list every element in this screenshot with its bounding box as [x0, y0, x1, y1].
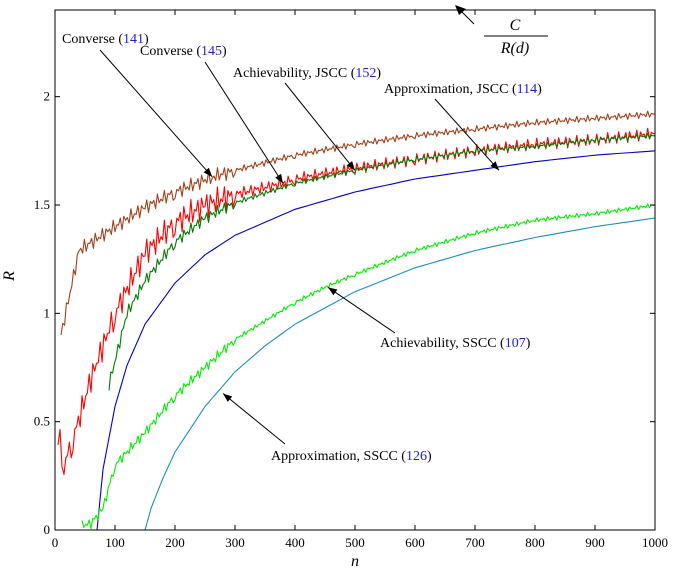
- annotation-label: Converse (141): [62, 32, 149, 47]
- annotation-arrow: [327, 286, 396, 334]
- annotation-label-ref[interactable]: 114: [517, 82, 537, 97]
- annotation-label-close: ): [537, 82, 542, 97]
- annotation-label: Achievability, SSCC (107): [380, 336, 531, 351]
- annotation-approx126: Approximation, SSCC (126): [222, 393, 432, 464]
- annotation-arrow: [222, 393, 286, 445]
- annotation-label-text: Approximation, SSCC (: [271, 449, 406, 464]
- x-tick-label: 900: [585, 535, 605, 550]
- annotation-label-text: Achievability, SSCC (: [380, 336, 505, 351]
- annotation-label: Achievability, JSCC (152): [233, 66, 381, 81]
- y-axis-label: R: [1, 271, 18, 282]
- y-tick-label: 2: [44, 89, 51, 104]
- annotation-label-close: ): [144, 32, 149, 47]
- x-tick-label: 400: [285, 535, 305, 550]
- ticks-layer: 0 100 200 300 400 500 600 700 800 900 1000 0 0.5 1 1.5…: [34, 10, 668, 550]
- series-line-achieve107: [81, 203, 656, 530]
- annotation-label-close: ): [427, 449, 432, 464]
- annotation-label-close: ): [222, 44, 227, 59]
- x-tick-label: 500: [345, 535, 365, 550]
- x-tick-label: 800: [525, 535, 545, 550]
- x-tick-label: 300: [225, 535, 245, 550]
- annotation-label-text: Approximation, JSCC (: [384, 82, 517, 97]
- annotation-label: Approximation, SSCC (126): [271, 449, 432, 464]
- series-layer: [57, 110, 656, 531]
- annotation-arrow: [284, 82, 356, 171]
- x-tick-label: 0: [52, 535, 59, 550]
- annotation-label-ref[interactable]: 126: [406, 449, 427, 464]
- series-line-achieve152: [108, 132, 656, 391]
- capacity-label: C R(d): [455, 5, 548, 57]
- annotation-label-text: Converse (: [140, 44, 201, 59]
- y-tick-label: 1: [44, 305, 51, 320]
- annotation-arrowhead: [275, 173, 283, 184]
- capacity-label-denominator: R(d): [500, 40, 529, 57]
- x-tick-label: 600: [405, 535, 425, 550]
- annotation-arrowhead: [328, 287, 338, 296]
- annotation-label-ref[interactable]: 107: [505, 336, 526, 351]
- x-tick-label: 1000: [642, 535, 668, 550]
- annotation-approx114: Approximation, JSCC (114): [384, 82, 542, 171]
- annotation-arrow: [434, 98, 500, 171]
- annotation-label-text: Converse (: [62, 32, 123, 47]
- y-tick-label: 0.5: [34, 414, 50, 429]
- annotation-arrowhead: [490, 161, 499, 171]
- series-line-converse141: [60, 110, 656, 336]
- annotation-label-ref[interactable]: 141: [123, 32, 144, 47]
- annotation-achieve107: Achievability, SSCC (107): [327, 286, 531, 351]
- annotation-arrow: [204, 61, 284, 184]
- x-tick-label: 700: [465, 535, 485, 550]
- annotation-arrowhead: [223, 393, 233, 402]
- capacity-label-numerator: C: [510, 17, 521, 34]
- annotation-label-text: Achievability, JSCC (: [233, 66, 356, 81]
- annotation-arrowhead: [203, 167, 213, 177]
- annotation-label-ref[interactable]: 145: [201, 44, 222, 59]
- annotation-achieve152: Achievability, JSCC (152): [233, 66, 381, 171]
- y-tick-label: 0: [44, 522, 51, 537]
- capacity-label-arrowhead: [455, 5, 466, 15]
- series-line-converse145: [57, 127, 656, 475]
- series-line-approx126: [144, 217, 656, 531]
- x-tick-label: 200: [165, 535, 185, 550]
- annotation-label-close: ): [526, 336, 531, 351]
- annotation-label: Approximation, JSCC (114): [384, 82, 542, 97]
- annotation-converse145: Converse (145): [140, 44, 284, 184]
- annotation-converse141: Converse (141): [62, 32, 213, 178]
- x-tick-label: 100: [105, 535, 125, 550]
- annotation-layer: Converse (141)Converse (145)Achievabilit…: [62, 32, 542, 464]
- annotation-label-close: ): [376, 66, 381, 81]
- annotation-label: Converse (145): [140, 44, 227, 59]
- annotation-label-ref[interactable]: 152: [355, 66, 376, 81]
- annotation-arrow: [99, 49, 213, 178]
- y-tick-label: 1.5: [34, 197, 50, 212]
- x-axis-label: n: [351, 553, 359, 570]
- series-line-approx114: [96, 150, 656, 531]
- annotation-arrowhead: [346, 161, 355, 171]
